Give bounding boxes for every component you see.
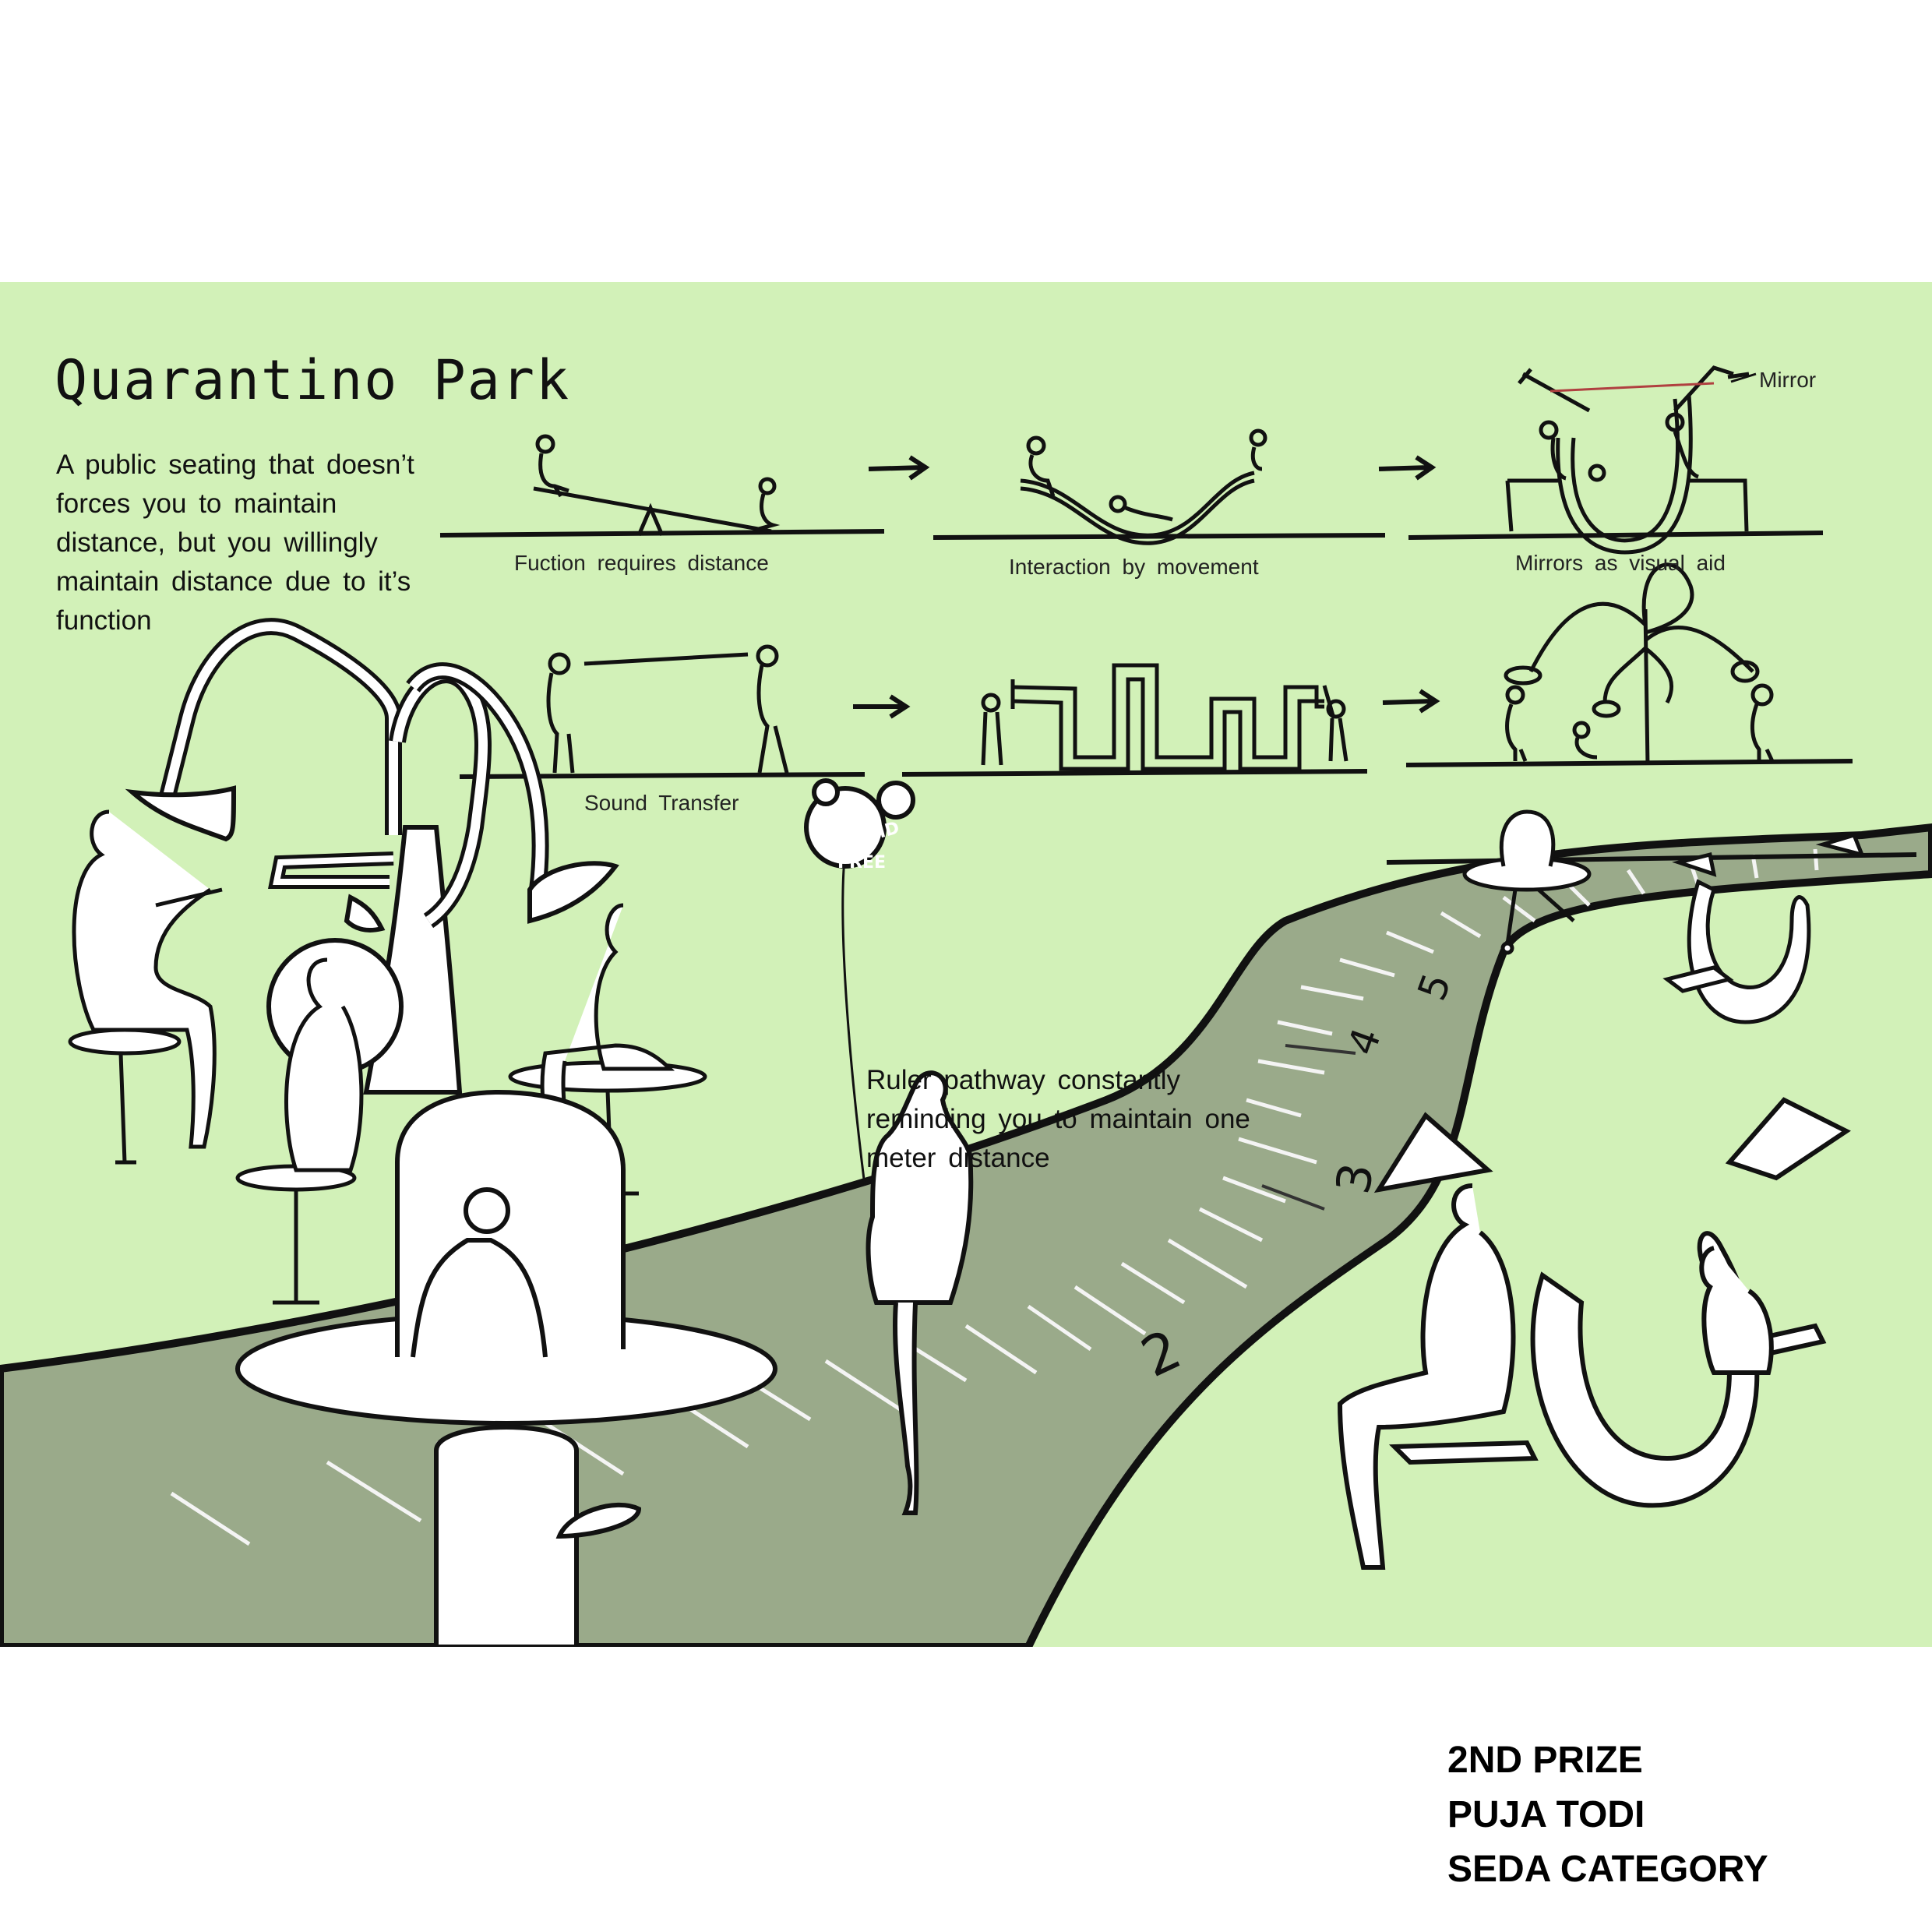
wave-seat-sketch	[1020, 428, 1267, 545]
sound-transfer-sketch	[546, 644, 789, 774]
poster-board: Quarantino Park A public seating that do…	[0, 282, 1932, 1647]
caption-interaction-movement: Interaction by movement	[1009, 555, 1259, 579]
flow-arrows	[853, 455, 1440, 719]
description-text: A public seating that doesn’t forces you…	[56, 450, 414, 636]
ruler-mark-2: 2	[1132, 1317, 1190, 1390]
caption-function-distance: Fuction requires distance	[514, 551, 769, 575]
seesaw-sketch	[533, 434, 781, 536]
covid-free-badge: COVID FREE	[837, 818, 901, 873]
caption-mirrors: Mirrors as visual aid	[1515, 551, 1726, 575]
ruler-mark-3: 3	[1326, 1159, 1385, 1198]
ruler-mark-4: 4	[1339, 1022, 1390, 1061]
mirror-callout: Mirror	[1759, 368, 1817, 392]
mirror-seat-sketch	[1505, 365, 1750, 555]
prize-label: 2ND PRIZE	[1447, 1740, 1643, 1781]
badge-line-2: FREE	[837, 853, 886, 873]
walking-person	[804, 778, 974, 1515]
background-figures	[1462, 809, 1866, 1024]
horn-sculpture	[125, 618, 619, 1095]
credits-block: 2ND PRIZE PUJA TODI SEDA CATEGORY	[1447, 1733, 1768, 1897]
category-label: SEDA CATEGORY	[1447, 1849, 1768, 1890]
ruler-pathway-note: Ruler pathway constantly reminding you t…	[866, 1065, 1250, 1173]
ruler-ticks	[170, 848, 1819, 1546]
caption-sound-transfer: Sound Transfer	[584, 791, 739, 815]
park-illustration	[0, 365, 1932, 1647]
sound-pipe-sketch	[981, 663, 1349, 771]
ruler-numbers: 2 3 4 5	[1132, 968, 1460, 1390]
horn-tree-sketch	[1504, 562, 1775, 766]
dome-table	[235, 1089, 777, 1647]
poster-title: Quarantino Park	[55, 348, 571, 412]
author-name: PUJA TODI	[1447, 1794, 1645, 1835]
ruler-mark-5: 5	[1409, 968, 1460, 1007]
u-seat-people	[1337, 1097, 1851, 1570]
